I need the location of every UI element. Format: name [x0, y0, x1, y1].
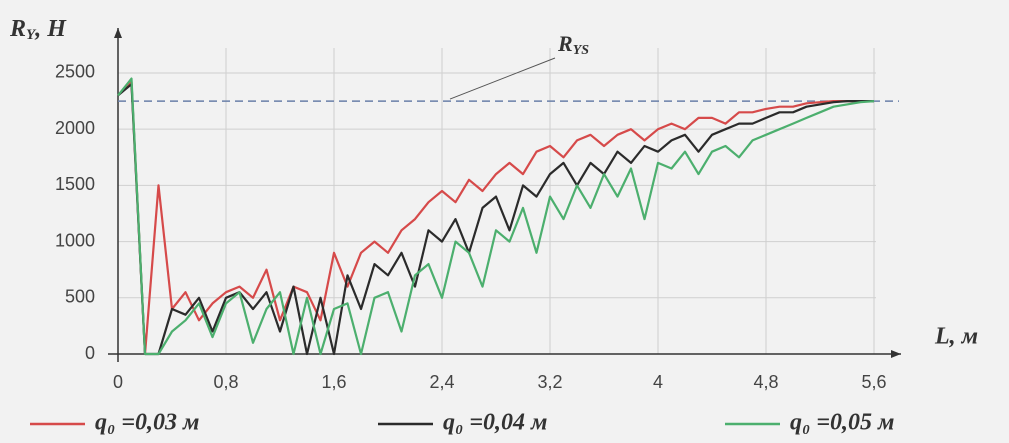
x-axis-arrow — [891, 350, 901, 358]
y-axis-label: RY, H — [9, 16, 67, 44]
x-axis-label: L, м — [934, 324, 978, 350]
chart: RY, H L, м 0 500 1000 1500 2000 2500 0 0,8 1,6 2,… — [0, 0, 1009, 443]
y-tick-label: 1000 — [55, 230, 95, 250]
x-tick-label: 2,4 — [429, 372, 454, 392]
reference-leader — [450, 58, 555, 99]
x-tick-label: 0 — [113, 372, 123, 392]
y-tick-label: 2000 — [55, 118, 95, 138]
y-tick-label: 0 — [85, 343, 95, 363]
x-tick-label: 5,6 — [861, 372, 886, 392]
reference-label-main: R — [557, 31, 573, 56]
series-line — [118, 82, 874, 354]
y-axis-arrow — [114, 28, 122, 38]
series-line — [118, 84, 874, 354]
x-tick-label: 4,8 — [753, 372, 778, 392]
x-tick-label: 1,6 — [321, 372, 346, 392]
legend-label: q₀ =0,05 м — [790, 410, 894, 436]
x-tick-label: 0,8 — [213, 372, 238, 392]
reference-label-sub: YS — [573, 43, 590, 58]
x-tick-label: 3,2 — [537, 372, 562, 392]
y-tick-label: 500 — [65, 287, 95, 307]
legend-label: q₀ =0,04 м — [443, 410, 547, 436]
y-tick-label: 1500 — [55, 174, 95, 194]
x-tick-label: 4 — [653, 372, 663, 392]
legend-label: q₀ =0,03 м — [95, 410, 199, 436]
reference-label: RYS — [557, 31, 589, 58]
y-tick-label: 2500 — [55, 62, 95, 82]
